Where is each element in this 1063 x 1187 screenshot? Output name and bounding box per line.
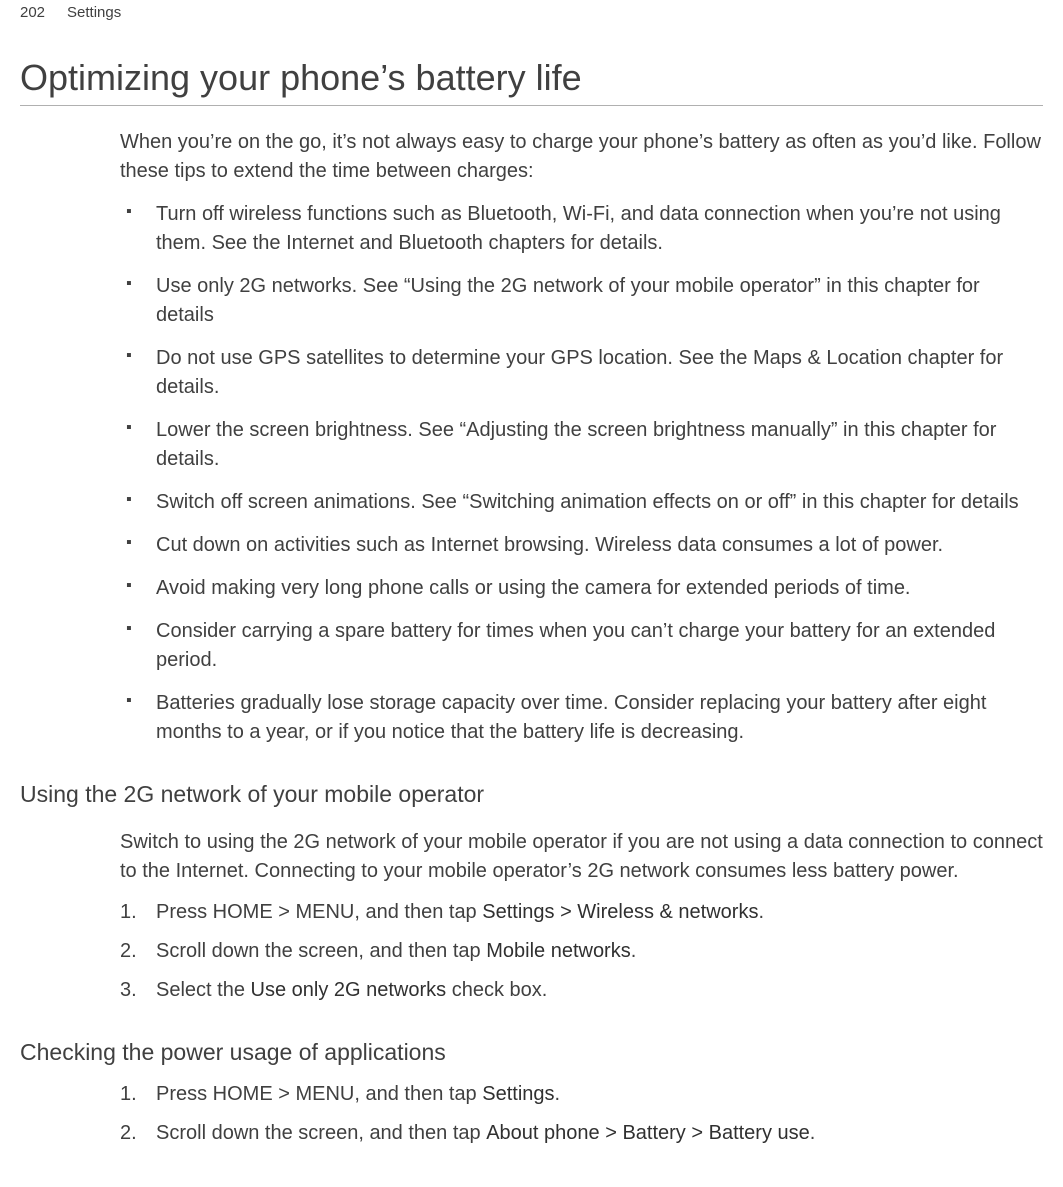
body-block-2g: Switch to using the 2G network of your m… [120,828,1043,1005]
subsection-title-2g: Using the 2G network of your mobile oper… [20,781,1043,808]
list-item: Press HOME > MENU, and then tap Settings… [120,898,1043,927]
step-text-bold: Settings [482,1083,554,1105]
page-title: Optimizing your phone’s battery life [20,57,1043,106]
list-item: Switch off screen animations. See “Switc… [120,488,1043,517]
body-block-power: Press HOME > MENU, and then tap Settings… [120,1080,1043,1148]
list-item: Avoid making very long phone calls or us… [120,574,1043,603]
intro-text: When you’re on the go, it’s not always e… [120,128,1043,186]
page-root: 202 Settings Optimizing your phone’s bat… [0,0,1063,1178]
steps-list-power: Press HOME > MENU, and then tap Settings… [120,1080,1043,1148]
list-item: Turn off wireless functions such as Blue… [120,200,1043,258]
list-item: Consider carrying a spare battery for ti… [120,617,1043,675]
step-text-post: check box. [446,979,547,1001]
list-item: Lower the screen brightness. See “Adjust… [120,416,1043,474]
list-item: Cut down on activities such as Internet … [120,531,1043,560]
step-text-pre: Select the [156,979,251,1001]
subsection-title-power: Checking the power usage of applications [20,1039,1043,1066]
list-item: Press HOME > MENU, and then tap Settings… [120,1080,1043,1109]
step-text-post: . [555,1083,561,1105]
step-text-bold: Settings > Wireless & networks [482,901,758,923]
step-text-pre: Scroll down the screen, and then tap [156,1122,486,1144]
list-item: Use only 2G networks. See “Using the 2G … [120,272,1043,330]
body-block-intro: When you’re on the go, it’s not always e… [120,128,1043,747]
steps-list-2g: Press HOME > MENU, and then tap Settings… [120,898,1043,1005]
list-item: Batteries gradually lose storage capacit… [120,689,1043,747]
step-text-bold: About phone > Battery > Battery use [486,1122,810,1144]
step-text-bold: Mobile networks [486,940,631,962]
section-name: Settings [67,4,121,21]
step-text-post: . [631,940,637,962]
step-text-pre: Press HOME > MENU, and then tap [156,901,482,923]
list-item: Scroll down the screen, and then tap Mob… [120,937,1043,966]
step-text-pre: Press HOME > MENU, and then tap [156,1083,482,1105]
tips-list: Turn off wireless functions such as Blue… [120,200,1043,747]
step-text-bold: Use only 2G networks [251,979,447,1001]
step-text-pre: Scroll down the screen, and then tap [156,940,486,962]
step-text-post: . [810,1122,816,1144]
page-header: 202 Settings [20,4,1043,21]
step-text-post: . [758,901,764,923]
list-item: Do not use GPS satellites to determine y… [120,344,1043,402]
section1-intro: Switch to using the 2G network of your m… [120,828,1043,886]
list-item: Scroll down the screen, and then tap Abo… [120,1119,1043,1148]
list-item: Select the Use only 2G networks check bo… [120,976,1043,1005]
page-number: 202 [20,4,45,21]
